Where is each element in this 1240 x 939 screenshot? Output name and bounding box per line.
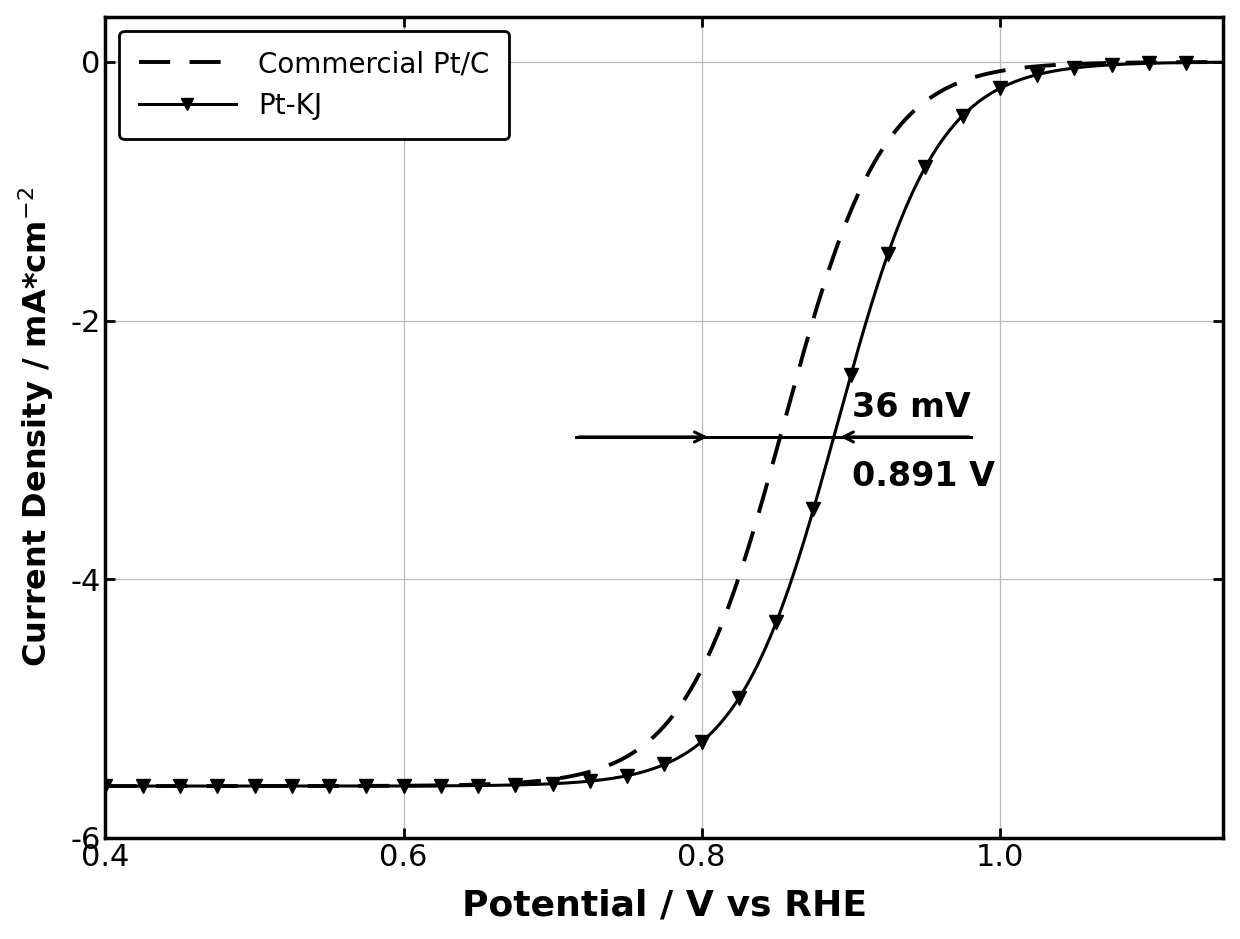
Text: 36 mV: 36 mV — [852, 391, 971, 424]
Pt-KJ — [629, 768, 644, 779]
Commercial Pt/C — [1216, 56, 1231, 68]
Legend: Commercial Pt/C, Pt-KJ: Commercial Pt/C, Pt-KJ — [119, 31, 510, 139]
Line: Commercial Pt/C: Commercial Pt/C — [105, 62, 1224, 786]
Commercial Pt/C — [98, 780, 113, 792]
Pt-KJ — [1014, 73, 1029, 85]
Text: 0.891 V: 0.891 V — [852, 460, 996, 493]
Pt-KJ — [98, 780, 113, 792]
Pt-KJ — [764, 630, 779, 641]
Commercial Pt/C — [1014, 62, 1029, 73]
Pt-KJ — [703, 729, 718, 740]
Commercial Pt/C — [1189, 56, 1204, 68]
Line: Pt-KJ: Pt-KJ — [105, 62, 1224, 786]
Y-axis label: Current Density / mA*cm$^{-2}$: Current Density / mA*cm$^{-2}$ — [16, 187, 56, 668]
Pt-KJ — [1216, 56, 1231, 68]
Commercial Pt/C — [636, 740, 651, 751]
Pt-KJ — [1189, 57, 1204, 69]
X-axis label: Potential / V vs RHE: Potential / V vs RHE — [461, 888, 867, 922]
Commercial Pt/C — [703, 646, 718, 657]
Commercial Pt/C — [629, 745, 644, 756]
Commercial Pt/C — [764, 465, 779, 476]
Pt-KJ — [636, 766, 651, 777]
